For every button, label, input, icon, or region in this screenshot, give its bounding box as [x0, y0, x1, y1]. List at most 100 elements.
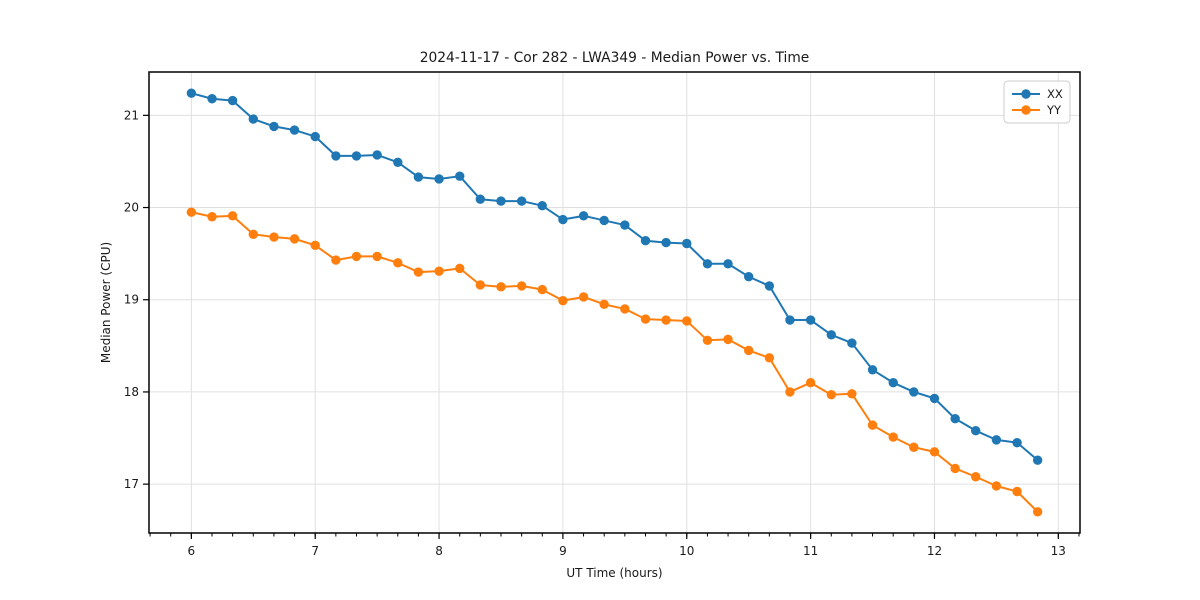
data-point-YY [991, 481, 1002, 491]
data-point-XX [929, 393, 940, 404]
data-point-XX [227, 95, 238, 106]
data-point-YY [393, 258, 403, 268]
data-point-YY [434, 266, 444, 276]
data-point-XX [351, 151, 362, 161]
data-point-YY [413, 267, 424, 277]
data-point-XX [682, 238, 692, 249]
data-point-YY [888, 432, 898, 442]
data-point-YY [682, 316, 692, 326]
x-tick-label: 11 [803, 544, 818, 558]
data-point-XX [558, 214, 568, 225]
data-point-YY [950, 463, 960, 474]
legend-label: XX [1047, 87, 1063, 101]
legend: XX YY [1003, 80, 1071, 124]
data-point-XX [413, 172, 424, 182]
x-tick-label: 8 [435, 544, 443, 558]
data-point-XX [578, 211, 589, 221]
series-line-XX [191, 92, 1039, 461]
data-series [186, 88, 1043, 517]
data-point-YY [785, 387, 795, 397]
data-point-YY [207, 212, 217, 222]
data-point-XX [805, 315, 816, 325]
data-point-XX [620, 220, 630, 230]
data-point-XX [248, 114, 258, 124]
y-axis-label: Median Power (CPU) [99, 242, 113, 363]
data-point-YY [723, 334, 733, 345]
data-point-XX [537, 200, 547, 211]
data-point-YY [743, 345, 754, 356]
data-point-XX [702, 259, 713, 269]
data-point-XX [888, 378, 898, 388]
data-point-XX [867, 365, 878, 375]
legend-label: YY [1046, 103, 1062, 117]
chart-title: 2024-11-17 - Cor 282 - LWA349 - Median P… [420, 50, 810, 66]
y-tick-label: 19 [124, 293, 139, 307]
data-point-YY [1012, 486, 1022, 497]
data-point-YY [702, 335, 713, 346]
data-point-YY [516, 281, 527, 291]
data-point-XX [393, 157, 403, 168]
data-point-XX [743, 271, 754, 282]
data-point-XX [826, 330, 837, 340]
legend-box [1003, 80, 1071, 124]
data-point-XX [599, 215, 609, 226]
data-point-YY [578, 292, 589, 302]
data-point-YY [227, 211, 238, 221]
data-point-YY [971, 472, 981, 482]
data-point-YY [310, 240, 320, 251]
data-point-YY [331, 255, 341, 265]
data-point-XX [661, 237, 671, 248]
data-point-XX [1032, 455, 1043, 465]
x-tick-label: 6 [188, 544, 196, 558]
gridlines [149, 72, 1080, 533]
data-point-YY [248, 229, 258, 239]
data-point-XX [434, 174, 444, 184]
plot-frame [148, 71, 1081, 534]
data-point-YY [496, 282, 506, 292]
data-point-YY [269, 232, 279, 242]
data-point-XX [785, 315, 795, 325]
data-point-YY [867, 420, 878, 430]
data-point-XX [950, 413, 960, 424]
data-point-YY [826, 390, 837, 400]
data-point-XX [991, 435, 1002, 445]
data-point-XX [516, 196, 527, 206]
x-tick-label: 10 [679, 544, 694, 558]
data-point-XX [331, 151, 341, 161]
data-point-YY [455, 263, 465, 274]
axis-tick-labels: 6 7 8 9 10 11 12 13 17 18 19 20 21 [124, 108, 1066, 558]
data-point-YY [1032, 507, 1043, 517]
data-point-YY [929, 447, 940, 457]
data-point-XX [764, 281, 775, 291]
data-point-XX [269, 121, 279, 132]
data-point-YY [620, 304, 630, 314]
data-point-XX [207, 94, 217, 104]
legend-marker-sample [1021, 89, 1031, 99]
data-point-YY [640, 314, 651, 324]
data-point-XX [847, 338, 857, 348]
series-line-YY [191, 211, 1039, 513]
y-tick-label: 21 [124, 108, 139, 122]
x-tick-label: 7 [311, 544, 319, 558]
data-point-XX [496, 196, 506, 206]
data-point-YY [661, 315, 671, 325]
data-point-XX [310, 131, 320, 142]
data-point-XX [723, 259, 733, 269]
data-point-XX [909, 387, 919, 397]
data-point-YY [805, 378, 816, 388]
data-point-YY [764, 353, 775, 363]
x-axis-label: UT Time (hours) [566, 566, 662, 580]
legend-marker-sample [1021, 105, 1031, 115]
data-point-YY [372, 251, 382, 262]
y-tick-label: 20 [124, 201, 139, 215]
data-point-XX [475, 194, 486, 204]
data-point-YY [847, 389, 857, 399]
data-point-YY [351, 251, 362, 262]
data-point-XX [971, 425, 981, 436]
data-point-YY [537, 284, 547, 295]
data-point-YY [558, 295, 568, 306]
x-tick-label: 13 [1051, 544, 1066, 558]
data-point-XX [289, 125, 300, 135]
